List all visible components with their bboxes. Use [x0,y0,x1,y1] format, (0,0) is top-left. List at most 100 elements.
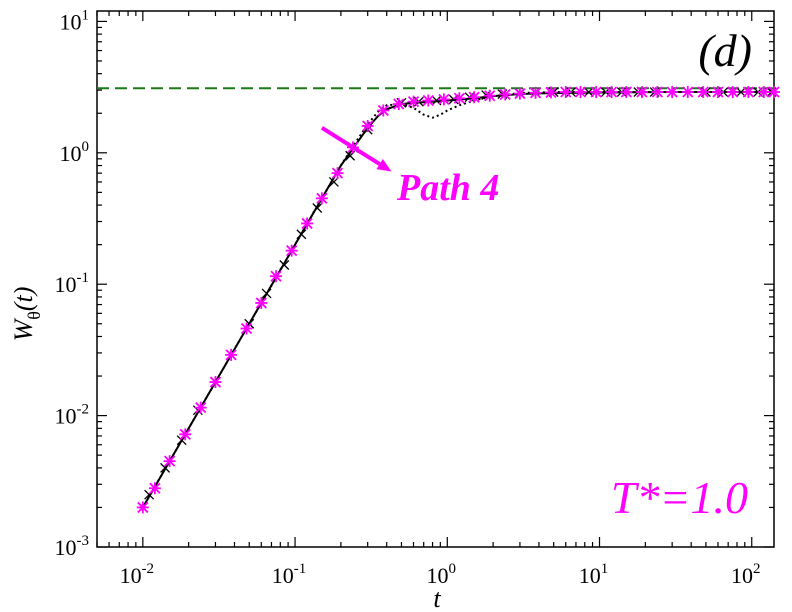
series-point-markers-star [163,455,176,468]
x-tick-labels: 10-2 10-1 100 101 102 [120,561,761,588]
x-tick-exponent: -1 [294,561,307,577]
y-tick-base: 10 [55,404,77,429]
marker-stroke [736,87,746,98]
series-point-markers-star [422,94,435,107]
series-point-markers-star [513,87,526,100]
series-point-markers-star [285,244,298,257]
y-tick-exponent: -1 [77,270,90,286]
series-point-markers-star [499,88,512,101]
panel-label: (d) [698,25,752,76]
series-point-markers-star [483,89,496,102]
x-tick-base: 10 [427,563,449,588]
series-point-markers-star [148,482,161,495]
series-point-markers-x [583,87,594,98]
marker-stroke [279,260,290,270]
y-tick-exponent: 1 [82,7,90,23]
arrow-head [376,159,392,172]
series-point-markers-star [194,401,207,414]
series-line-solid [141,91,774,508]
series-point-markers-star [453,92,466,105]
series-point-markers-star [315,192,328,205]
series-point-markers-x [261,288,272,299]
series-point-markers-star [331,167,344,180]
x-tick-label: 100 [427,561,457,588]
y-tick-label: 100 [60,139,90,166]
series-point-markers-star [136,501,149,514]
x-tick-base: 10 [579,563,601,588]
series-point-markers-star [240,322,253,335]
x-tick-base: 10 [272,563,294,588]
marker-stroke [160,462,171,473]
x-tick-exponent: -2 [142,561,155,577]
series-point-markers-star [301,217,314,230]
x-tick-label: 102 [731,561,761,588]
marker-stroke [261,288,272,299]
series-line-dotted [141,91,774,508]
y-tick-exponent: -3 [77,533,90,549]
series-point-markers-star [726,86,739,99]
y-tick-base: 10 [55,535,77,560]
series-point-markers-star [392,98,405,111]
series-point-markers-star [225,348,238,361]
y-tick-label: 10-1 [55,270,90,297]
series-point-markers-star [590,86,603,99]
series-point-markers-star [574,86,587,99]
series-point-markers-x [736,87,746,98]
x-tick-base: 10 [120,563,142,588]
annotation-arrow [320,126,392,172]
tick-marks [96,11,774,548]
series-point-markers-star [605,86,618,99]
marker-stroke [583,87,594,98]
series-point-markers-x [296,229,307,240]
series-point-markers-star [711,86,724,99]
x-tick-exponent: 0 [449,561,457,577]
y-axis-label: Wθ(t) [9,287,44,342]
series-point-markers-star [681,86,694,99]
series-point-markers-star [635,86,648,99]
y-tick-label: 10-3 [55,533,90,560]
x-tick-base: 10 [731,563,753,588]
y-axis-label-suffix: (t) [9,287,38,312]
series-layer [136,86,780,514]
annotation-temperature: T*=1.0 [611,472,748,523]
y-tick-label: 101 [60,7,90,34]
series-point-markers-star [377,104,390,117]
series-point-markers-star [697,86,710,99]
series-point-markers-star [620,86,633,99]
y-tick-base: 10 [60,141,82,166]
series-point-markers-star [742,86,755,99]
y-tick-base: 10 [55,272,77,297]
series-point-markers-star [209,376,222,389]
y-tick-exponent: -2 [77,402,90,418]
series-point-markers-star [544,86,557,99]
arrow-shaft [320,126,381,166]
series-point-markers-star [529,86,542,99]
x-tick-exponent: 2 [753,561,761,577]
series-point-markers-star [361,119,374,132]
x-tick-label: 10-2 [120,561,155,588]
series-point-markers-star [559,86,572,99]
series-point-markers-star [270,270,283,283]
series-point-markers-star [255,296,268,309]
y-tick-label: 10-2 [55,402,90,429]
y-tick-base: 10 [60,9,82,34]
series-point-markers-x [160,462,171,473]
series-point-markers-star [437,93,450,106]
series-point-markers-star [407,95,420,108]
series-point-markers-star [179,428,192,441]
series-point-markers-star [468,91,481,104]
marker-stroke [312,203,323,213]
series-point-markers-x [279,260,290,270]
plot-frame [96,10,775,548]
x-tick-exponent: 1 [601,561,609,577]
marker-stroke [296,229,307,240]
y-axis-label-subscript: θ [24,311,44,320]
marker-stroke [431,95,442,106]
y-tick-exponent: 0 [82,139,90,155]
series-point-markers-star [757,86,770,99]
series-point-markers-star [666,86,679,99]
annotation-path-label: Path 4 [396,167,499,209]
y-axis-label-main: W [9,317,38,341]
